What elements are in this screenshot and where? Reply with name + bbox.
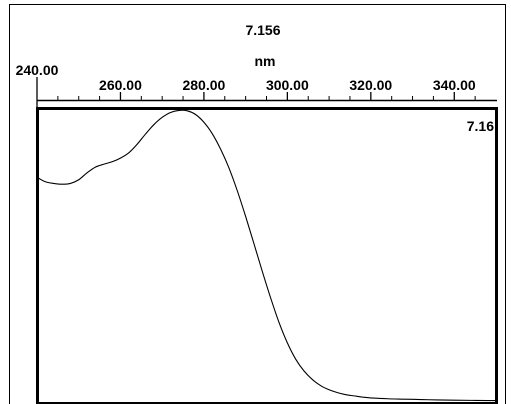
plot-frame <box>36 107 498 404</box>
absorbance-series-line <box>36 109 497 402</box>
x-unit-label: nm <box>255 53 276 69</box>
x-tick-label: 280.00 <box>182 77 225 93</box>
x-tick-label: 340.00 <box>433 77 476 93</box>
series-layer <box>36 109 497 402</box>
top-value-label: 7.156 <box>245 22 280 38</box>
y-max-label: 7.16 <box>467 118 494 134</box>
x-tick-label: 260.00 <box>99 77 142 93</box>
x-axis-tick-labels: 240.00 260.00 280.00 300.00 320.00 340.00 <box>16 62 476 93</box>
x-tick-label: 240.00 <box>16 62 59 78</box>
x-axis-ticks <box>36 77 476 108</box>
x-tick-label: 300.00 <box>266 77 309 93</box>
x-tick-label: 320.00 <box>349 77 392 93</box>
